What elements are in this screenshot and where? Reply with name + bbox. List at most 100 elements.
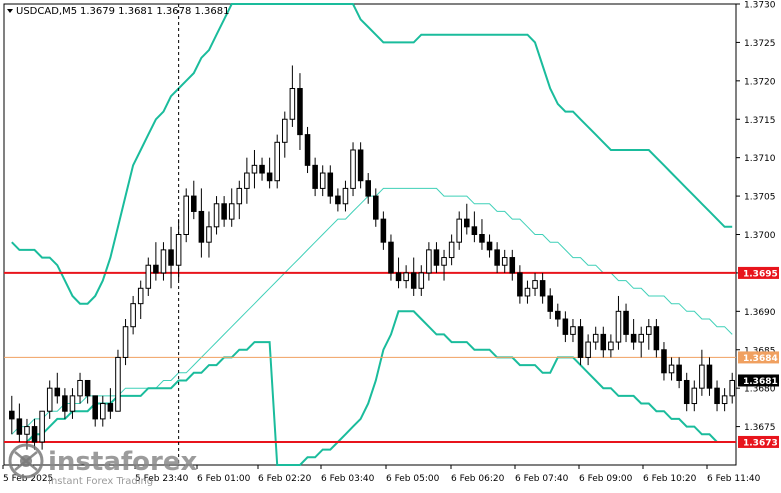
candle <box>206 211 212 258</box>
candle <box>509 249 516 281</box>
x-tick-label: 5 Feb 2025 <box>3 474 53 484</box>
candle-body <box>319 172 326 189</box>
candle-body <box>297 88 303 136</box>
instaforex-logo-icon <box>8 443 44 479</box>
candle <box>175 219 182 281</box>
candle-body <box>236 187 243 205</box>
candle-body <box>471 226 478 235</box>
candle <box>638 326 644 358</box>
candle <box>706 357 713 396</box>
candle <box>562 311 569 343</box>
candle-body <box>562 318 569 335</box>
dropdown-arrow-icon[interactable] <box>7 9 13 13</box>
candle-body <box>31 426 38 443</box>
bollinger-middle-line <box>11 187 733 435</box>
candle <box>448 234 455 266</box>
candle-body <box>729 379 735 397</box>
candle <box>433 242 440 273</box>
candle-body <box>100 403 106 420</box>
candle <box>532 272 538 296</box>
candle-body <box>251 164 258 174</box>
candle <box>403 265 409 289</box>
candle <box>653 319 660 358</box>
candle <box>153 242 159 281</box>
candle <box>100 395 106 427</box>
bollinger-upper-line <box>11 3 733 305</box>
candle <box>228 188 235 227</box>
candle <box>585 334 591 366</box>
candle <box>289 65 296 127</box>
candle <box>122 319 129 366</box>
candle <box>274 134 280 189</box>
candle-body <box>410 272 417 289</box>
candle <box>494 242 500 273</box>
x-tick-label: 6 Feb 06:20 <box>451 474 505 484</box>
candle <box>471 211 478 243</box>
candle-body <box>577 326 584 358</box>
candle-body <box>335 195 341 205</box>
candle <box>137 280 144 320</box>
candle <box>630 319 637 350</box>
candle-body <box>107 403 114 412</box>
candle-body <box>448 241 455 259</box>
candle-body <box>122 326 129 358</box>
candle-body <box>668 364 675 374</box>
candle-body <box>259 164 265 174</box>
instaforex-watermark: instaforex Instant Forex Trading <box>8 443 198 487</box>
y-tick-label: 1.3720 <box>744 77 776 87</box>
candle-body <box>494 249 500 266</box>
x-tick-label: 6 Feb 10:20 <box>643 474 697 484</box>
candle-body <box>84 379 91 397</box>
candle-body <box>327 172 334 197</box>
candle <box>600 326 607 358</box>
candle <box>160 242 167 281</box>
candle <box>592 326 599 350</box>
y-tick-label: 1.3690 <box>744 308 776 318</box>
candle-body <box>16 418 23 435</box>
candle-body <box>206 226 212 243</box>
candle <box>297 73 303 150</box>
candle <box>183 188 189 243</box>
x-tick-label: 6 Feb 07:40 <box>515 474 569 484</box>
x-tick-label: 6 Feb 02:20 <box>258 474 312 484</box>
candle-body <box>304 134 311 166</box>
y-axis: 1.3730 1.3725 1.3720 1.3715 1.3710 1.3705 1.37… <box>736 1 779 448</box>
candle <box>577 319 584 366</box>
candle-body <box>433 249 440 266</box>
y-tick-label: 1.3700 <box>744 231 776 241</box>
candle-body <box>486 241 493 251</box>
candle <box>319 165 326 197</box>
candle-body <box>282 118 288 143</box>
watermark-brand: instaforex <box>48 447 198 477</box>
candle <box>668 357 675 381</box>
candle-body <box>9 410 15 420</box>
x-tick-label: 6 Feb 03:40 <box>321 474 375 484</box>
candle <box>107 388 114 419</box>
candle <box>365 173 371 204</box>
candle <box>16 403 23 442</box>
watermark-tagline: Instant Forex Trading <box>48 476 153 487</box>
candle-body <box>539 280 546 297</box>
candle <box>517 265 523 304</box>
chart-header: USDCAD,M5 1.3679 1.3681 1.3678 1.3681 <box>7 6 230 17</box>
candle <box>380 211 387 250</box>
candle-body <box>213 203 220 228</box>
candle-body <box>228 203 235 220</box>
level-price-tag-0: 1.3695 <box>738 266 779 279</box>
candle <box>168 226 174 289</box>
candle <box>84 379 91 404</box>
candle-body <box>289 88 296 120</box>
candle-body <box>683 379 690 405</box>
candle-body <box>585 341 591 358</box>
candle <box>77 372 83 404</box>
candle <box>266 157 273 189</box>
candle-body <box>426 249 432 274</box>
level-price-tag-1-text: 1.3673 <box>743 438 778 448</box>
candle <box>191 180 197 220</box>
candle <box>615 295 622 350</box>
candle <box>683 372 690 412</box>
candle <box>691 380 698 412</box>
candle-body <box>145 264 152 289</box>
x-tick-label: 6 Feb 11:40 <box>707 474 761 484</box>
candle-body <box>175 234 182 266</box>
